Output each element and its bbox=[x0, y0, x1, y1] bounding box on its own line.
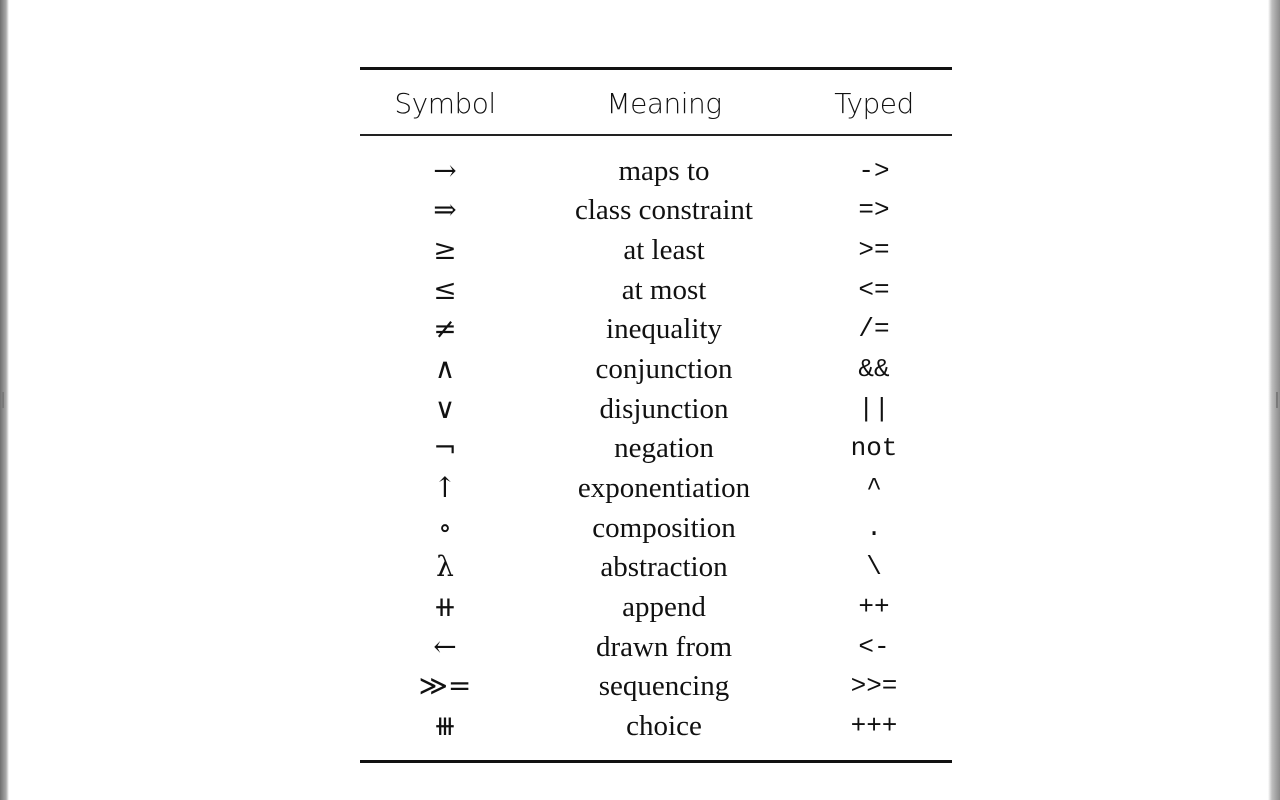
symbol-cell: ¬ bbox=[433, 431, 457, 465]
meaning-cell: conjunction bbox=[595, 352, 733, 385]
meaning-cell: at most bbox=[621, 273, 707, 306]
meaning-cell: composition bbox=[592, 511, 736, 544]
meaning-cell: append bbox=[622, 591, 706, 624]
typed-cell: || bbox=[858, 393, 890, 424]
typed-cell: . bbox=[866, 512, 882, 543]
table-bottom-rule bbox=[360, 759, 952, 763]
symbol-table: Symbol Meaning Typed → maps to -> ⇒ class co… bbox=[360, 67, 952, 763]
symbol-cell: λ bbox=[436, 550, 454, 584]
meaning-cell: negation bbox=[614, 432, 714, 465]
typed-cell: <= bbox=[858, 274, 890, 305]
typed-cell: >>= bbox=[850, 671, 898, 702]
table-row: ∨ disjunction || bbox=[360, 391, 952, 431]
table-top-rule bbox=[360, 67, 952, 70]
typed-cell: && bbox=[858, 353, 890, 384]
table-row: ↑ exponentiation ^ bbox=[360, 470, 952, 510]
symbol-cell: ≤ bbox=[433, 272, 457, 306]
symbol-cell: ← bbox=[433, 629, 457, 663]
symbol-cell: ≥ bbox=[433, 232, 457, 266]
table-header: Symbol Meaning Typed bbox=[360, 70, 952, 134]
symbol-cell: ∨ bbox=[434, 391, 456, 425]
table-row: ⧻ choice +++ bbox=[360, 708, 952, 748]
meaning-cell: maps to bbox=[618, 154, 710, 187]
table-header-rule bbox=[360, 134, 952, 136]
meaning-cell: at least bbox=[623, 233, 705, 266]
symbol-cell: ∧ bbox=[434, 351, 456, 385]
table-row: ⧺ append ++ bbox=[360, 589, 952, 629]
table-row: ∘ composition. bbox=[360, 510, 952, 550]
table-row: λ abstraction \ bbox=[360, 549, 952, 589]
meaning-cell: inequality bbox=[606, 313, 722, 346]
table-row: ≥ at least >= bbox=[360, 232, 952, 272]
typed-cell: ++ bbox=[858, 592, 890, 623]
typed-cell: /= bbox=[858, 314, 890, 345]
table-row: → maps to -> bbox=[360, 153, 952, 193]
table-row: ≫= sequencing >>= bbox=[360, 668, 952, 708]
typed-cell: not bbox=[850, 433, 898, 464]
meaning-cell: class constraint bbox=[575, 194, 753, 227]
left-resize-grip[interactable] bbox=[2, 392, 4, 408]
typed-cell: \ bbox=[866, 552, 882, 583]
symbol-cell: ↑ bbox=[433, 471, 457, 504]
symbol-cell: ⧺ bbox=[433, 590, 457, 624]
table-row: ⇒ class constraint => bbox=[360, 192, 952, 232]
meaning-cell: drawn from bbox=[595, 630, 733, 663]
meaning-cell: exponentiation bbox=[577, 472, 751, 504]
document-page bbox=[9, 0, 1268, 800]
header-meaning: Meaning bbox=[606, 87, 722, 120]
typed-cell: <- bbox=[858, 631, 890, 662]
header-symbol: Symbol bbox=[394, 87, 496, 120]
right-resize-grip[interactable] bbox=[1276, 392, 1278, 408]
symbol-cell: → bbox=[433, 153, 457, 187]
typed-cell: -> bbox=[858, 155, 890, 186]
symbol-cell: ≠ bbox=[433, 312, 457, 346]
typed-cell: >= bbox=[858, 234, 890, 265]
meaning-cell: abstraction bbox=[600, 551, 728, 584]
table-row: ¬ negation not bbox=[360, 430, 952, 470]
typed-cell: +++ bbox=[850, 711, 898, 742]
meaning-cell: disjunction bbox=[599, 392, 729, 425]
typed-cell: => bbox=[858, 195, 890, 226]
header-typed: Typed bbox=[834, 87, 914, 120]
table-row: ∧ conjunction && bbox=[360, 351, 952, 391]
symbol-cell: ⧻ bbox=[433, 709, 457, 743]
symbol-cell: ≫= bbox=[418, 669, 472, 703]
meaning-cell: sequencing bbox=[598, 670, 730, 703]
meaning-cell: choice bbox=[626, 710, 702, 743]
table-row: ≤ at most <= bbox=[360, 272, 952, 312]
table-row: ≠ inequality /= bbox=[360, 311, 952, 351]
typed-cell: ^ bbox=[866, 473, 882, 503]
table-body: → maps to -> ⇒ class constraint => ≥ at least >=… bbox=[360, 136, 952, 760]
symbol-cell: ∘ bbox=[438, 510, 452, 544]
symbol-cell: ⇒ bbox=[433, 193, 457, 227]
table-row: ← drawn from <- bbox=[360, 629, 952, 669]
